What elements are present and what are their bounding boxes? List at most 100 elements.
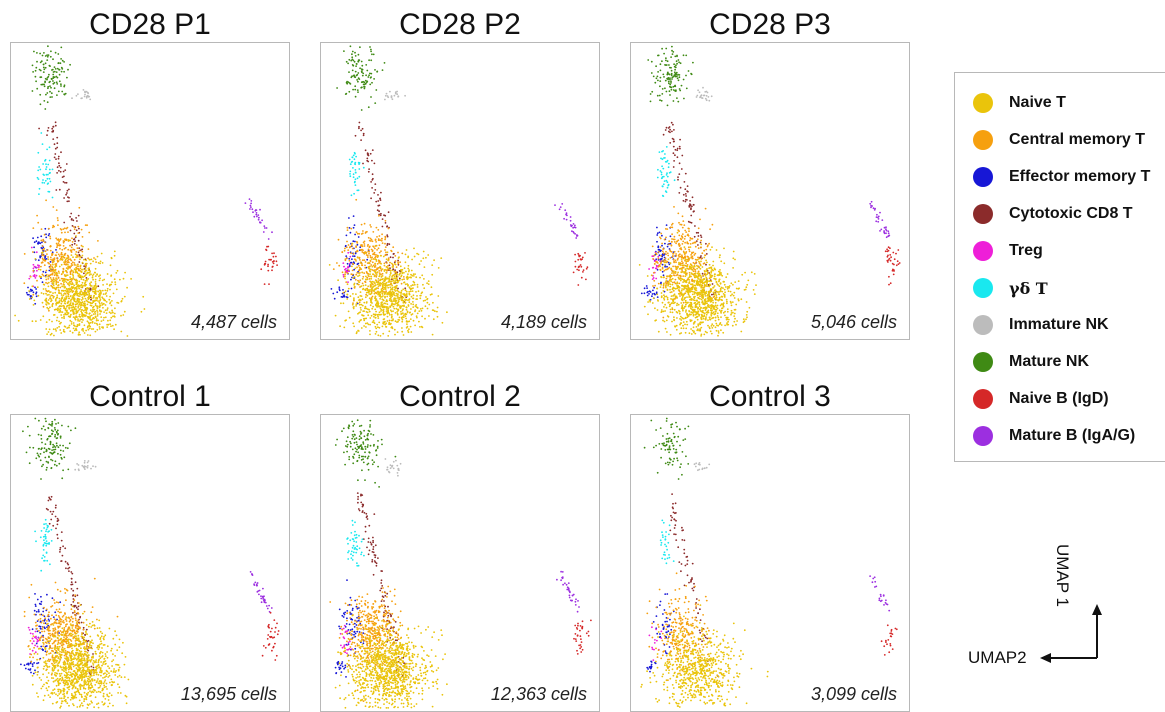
scatter-point <box>352 307 355 310</box>
scatter-point <box>387 281 390 283</box>
scatter-point <box>689 237 692 239</box>
scatter-point <box>351 160 354 163</box>
scatter-point <box>77 284 80 286</box>
scatter-point <box>389 294 392 296</box>
scatter-point <box>92 260 94 263</box>
umap-panel-cd28-p2: 4,189 cells <box>320 42 600 340</box>
scatter-point <box>678 242 680 245</box>
scatter-point <box>659 170 662 172</box>
scatter-point <box>121 297 124 300</box>
scatter-point <box>688 276 691 278</box>
scatter-point <box>98 293 101 296</box>
scatter-point <box>69 330 72 332</box>
scatter-point <box>402 300 405 303</box>
scatter-point <box>57 281 59 284</box>
scatter-point <box>249 208 251 210</box>
scatter-point <box>70 323 73 325</box>
scatter-point <box>384 313 386 316</box>
scatter-point <box>50 332 53 335</box>
scatter-point <box>378 244 381 247</box>
scatter-point <box>43 264 46 267</box>
scatter-point <box>352 240 355 243</box>
scatter-point <box>116 269 119 272</box>
scatter-point <box>350 194 353 197</box>
scatter-point <box>678 61 680 64</box>
scatter-point <box>386 269 389 272</box>
scatter-point <box>374 239 377 242</box>
scatter-point <box>400 295 403 297</box>
scatter-point <box>56 246 58 249</box>
scatter-point <box>40 262 43 264</box>
scatter-point <box>67 231 69 234</box>
scatter-point <box>640 292 643 295</box>
scatter-point <box>38 193 40 196</box>
scatter-point <box>390 299 393 302</box>
scatter-point <box>737 298 740 300</box>
scatter-point <box>346 80 348 83</box>
scatter-point <box>703 288 705 290</box>
scatter-point <box>662 290 665 292</box>
scatter-point <box>69 316 71 318</box>
scatter-point <box>416 307 419 309</box>
scatter-point <box>411 290 414 292</box>
scatter-point <box>369 224 372 226</box>
scatter-point <box>101 262 104 264</box>
scatter-point <box>46 129 49 132</box>
scatter-point <box>354 267 357 270</box>
scatter-point <box>392 256 394 259</box>
scatter-point <box>88 293 90 296</box>
scatter-point <box>386 315 389 318</box>
scatter-point <box>446 311 448 314</box>
scatter-point <box>83 300 86 303</box>
scatter-point <box>364 264 366 267</box>
scatter-point <box>378 326 381 329</box>
scatter-point <box>365 291 368 294</box>
scatter-point <box>63 221 66 224</box>
scatter-point <box>42 248 44 251</box>
scatter-point <box>94 297 97 299</box>
scatter-point <box>688 290 691 293</box>
scatter-point <box>380 310 382 312</box>
scatter-point <box>63 175 65 178</box>
scatter-point <box>672 51 675 53</box>
scatter-point <box>704 330 707 333</box>
scatter-point <box>676 156 679 159</box>
scatter-point <box>75 329 78 331</box>
scatter-point <box>423 287 426 290</box>
scatter-point <box>63 279 65 281</box>
scatter-point <box>75 229 78 232</box>
scatter-point <box>702 262 705 265</box>
scatter-point <box>275 255 277 258</box>
scatter-point <box>672 89 675 91</box>
scatter-point <box>56 83 59 85</box>
scatter-point <box>401 268 404 271</box>
scatter-point <box>352 167 354 169</box>
scatter-point <box>56 217 59 219</box>
scatter-point <box>27 286 29 289</box>
scatter-point <box>651 278 654 280</box>
scatter-point <box>686 190 689 193</box>
scatter-point <box>87 248 90 251</box>
scatter-point <box>682 281 684 283</box>
scatter-point <box>52 314 55 316</box>
scatter-point <box>671 137 674 140</box>
scatter-point <box>733 312 736 315</box>
scatter-point <box>408 269 410 271</box>
scatter-point <box>686 242 689 245</box>
scatter-point <box>390 303 393 306</box>
scatter-point <box>371 265 374 268</box>
scatter-point <box>375 298 378 300</box>
scatter-point <box>381 325 384 328</box>
scatter-point <box>342 273 345 276</box>
scatter-point <box>713 306 715 309</box>
scatter-point <box>92 308 94 311</box>
scatter-point <box>89 315 92 317</box>
scatter-point <box>674 259 677 262</box>
scatter-point <box>700 246 702 249</box>
scatter-point <box>62 245 65 247</box>
scatter-point <box>73 278 76 281</box>
scatter-point <box>661 176 664 178</box>
scatter-point <box>74 318 77 321</box>
scatter-point <box>90 302 92 305</box>
scatter-point <box>45 303 47 305</box>
